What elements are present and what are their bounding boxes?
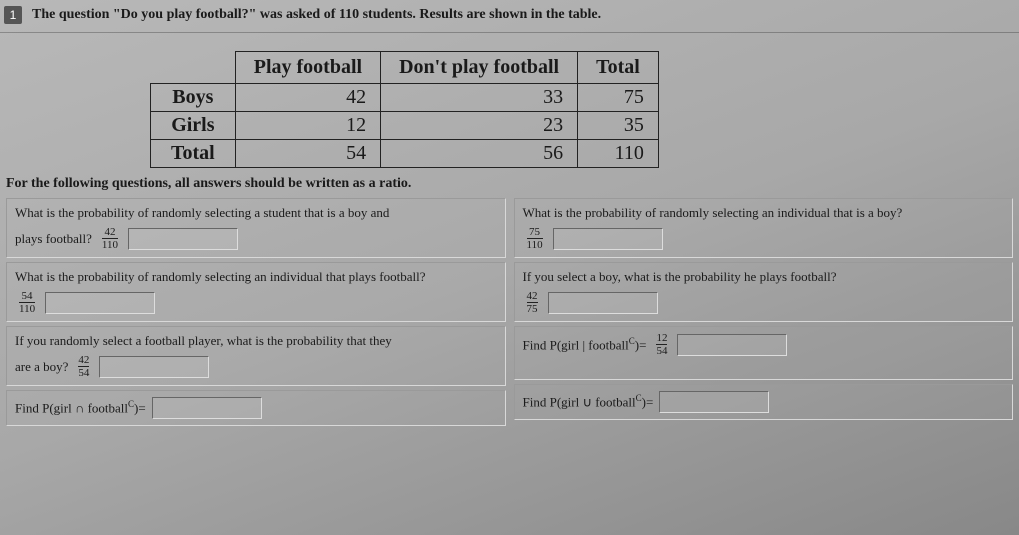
- table-cell: 75: [578, 84, 659, 112]
- answer-input[interactable]: [45, 292, 155, 314]
- table-cell: 35: [578, 112, 659, 140]
- question-box: Find P(girl ∩ footballC)=: [6, 390, 506, 426]
- table-cell: 12: [235, 112, 380, 140]
- question-box: If you randomly select a football player…: [6, 326, 506, 386]
- table-cell: 54: [235, 140, 380, 168]
- table-cell: 56: [381, 140, 578, 168]
- fraction: 75110: [527, 227, 543, 251]
- fraction: 42110: [102, 227, 118, 251]
- row-header: Total: [151, 140, 236, 168]
- row-header: Girls: [151, 112, 236, 140]
- answer-input[interactable]: [659, 391, 769, 413]
- col-header: Total: [578, 52, 659, 84]
- data-table-wrap: Play football Don't play football Total …: [150, 51, 1019, 168]
- left-column: What is the probability of randomly sele…: [6, 198, 506, 430]
- table-cell: 23: [381, 112, 578, 140]
- question-text: What is the probability of randomly sele…: [15, 205, 497, 221]
- question-box: Find P(girl ∪ footballC)=: [514, 384, 1014, 420]
- answer-input[interactable]: [128, 228, 238, 250]
- fraction: 1254: [656, 333, 667, 357]
- question-number-badge: 1: [4, 6, 22, 24]
- table-corner: [151, 52, 236, 84]
- question-box: Find P(girl | footballC)= 1254: [514, 326, 1014, 380]
- instruction-note: For the following questions, all answers…: [6, 176, 1019, 192]
- question-text: If you select a boy, what is the probabi…: [523, 269, 1005, 285]
- answer-input[interactable]: [99, 356, 209, 378]
- fraction: 4254: [78, 355, 89, 379]
- question-text: plays football?: [15, 231, 92, 247]
- table-cell: 110: [578, 140, 659, 168]
- question-prompt: The question "Do you play football?" was…: [32, 7, 601, 23]
- question-text: If you randomly select a football player…: [15, 333, 497, 349]
- col-header: Don't play football: [381, 52, 578, 84]
- question-box: What is the probability of randomly sele…: [6, 262, 506, 322]
- fraction: 54110: [19, 291, 35, 315]
- question-text: What is the probability of randomly sele…: [15, 269, 497, 285]
- table-cell: 33: [381, 84, 578, 112]
- table-cell: 42: [235, 84, 380, 112]
- question-box: What is the probability of randomly sele…: [6, 198, 506, 258]
- header-row: 1 The question "Do you play football?" w…: [0, 0, 1019, 33]
- right-column: What is the probability of randomly sele…: [514, 198, 1014, 430]
- question-box: If you select a boy, what is the probabi…: [514, 262, 1014, 322]
- question-box: What is the probability of randomly sele…: [514, 198, 1014, 258]
- question-text: Find P(girl | footballC)=: [523, 336, 647, 353]
- row-header: Boys: [151, 84, 236, 112]
- answer-input[interactable]: [548, 292, 658, 314]
- question-text: What is the probability of randomly sele…: [523, 205, 1005, 221]
- question-text: Find P(girl ∩ footballC)=: [15, 399, 146, 416]
- fraction: 4275: [527, 291, 538, 315]
- answer-input[interactable]: [553, 228, 663, 250]
- col-header: Play football: [235, 52, 380, 84]
- question-text: are a boy?: [15, 359, 68, 375]
- answer-input[interactable]: [152, 397, 262, 419]
- question-text: Find P(girl ∪ footballC)=: [523, 393, 654, 410]
- questions-grid: What is the probability of randomly sele…: [0, 192, 1019, 430]
- contingency-table: Play football Don't play football Total …: [150, 51, 659, 168]
- answer-input[interactable]: [677, 334, 787, 356]
